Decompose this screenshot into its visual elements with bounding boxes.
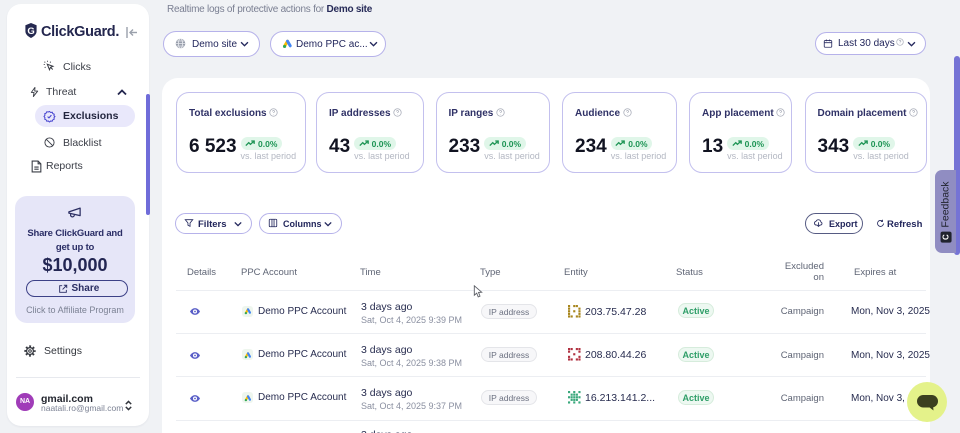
svg-text:G: G (27, 26, 34, 37)
